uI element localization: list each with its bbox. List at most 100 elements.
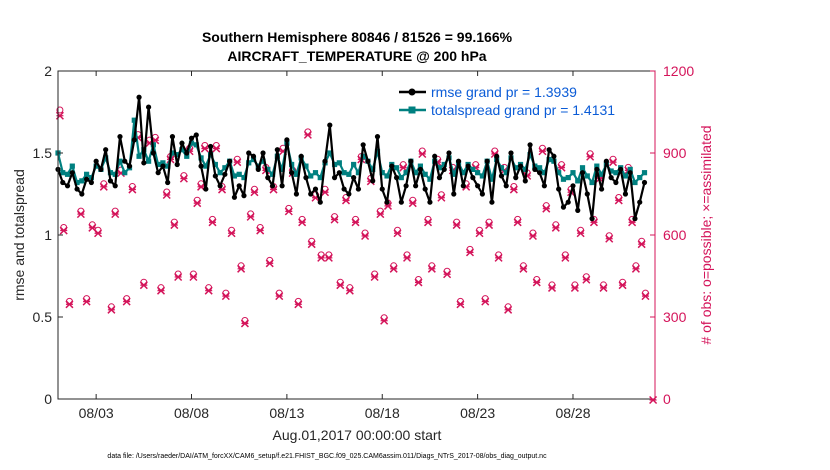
- rmse-point: [274, 147, 280, 153]
- obs-assimilated-marker: [193, 199, 202, 208]
- totalspread-point: [393, 165, 400, 171]
- rmse-point: [155, 170, 161, 176]
- totalspread-point: [546, 156, 552, 163]
- rmse-point: [322, 158, 328, 164]
- totalspread-point: [417, 163, 423, 169]
- rmse-point: [498, 173, 505, 179]
- rmse-point: [303, 175, 309, 181]
- totalspread-point: [246, 160, 252, 166]
- rmse-point: [169, 134, 176, 140]
- obs-assimilated-marker: [221, 292, 230, 301]
- rmse-point: [317, 199, 323, 205]
- x-tick-label: 08/03: [79, 405, 114, 421]
- totalspread-point: [575, 178, 581, 184]
- obs-assimilated-marker: [208, 218, 217, 227]
- rmse-point: [284, 137, 290, 143]
- rmse-point: [88, 179, 94, 186]
- y-tick-label: 0.5: [33, 309, 53, 325]
- rmse-point: [618, 166, 624, 172]
- obs-assimilated-marker: [403, 253, 412, 262]
- totalspread-point: [598, 171, 605, 177]
- obs-assimilated-marker: [307, 240, 316, 249]
- rmse-point: [74, 186, 80, 192]
- rmse-point: [374, 134, 381, 140]
- totalspread-point: [212, 161, 218, 168]
- rmse-point: [565, 199, 571, 205]
- totalspread-point: [641, 170, 648, 176]
- rmse-point: [398, 199, 404, 205]
- rmse-point: [351, 175, 357, 181]
- rmse-point: [403, 183, 409, 189]
- rmse-point: [122, 158, 128, 164]
- obs-assimilated-marker: [504, 305, 513, 314]
- totalspread-point: [107, 170, 114, 176]
- legend-marker-rmse: [408, 88, 416, 96]
- rmse-point: [203, 186, 209, 192]
- totalspread-point: [303, 163, 309, 169]
- rmse-point: [489, 199, 495, 205]
- obs-assimilated-marker: [586, 152, 595, 161]
- obs-assimilated-marker: [641, 292, 650, 301]
- rmse-point: [455, 158, 462, 164]
- obs-assimilated-marker: [330, 215, 339, 224]
- obs-assimilated-marker: [631, 264, 640, 273]
- y-axis-ticks: 0 0.5 1 1.5 2: [33, 63, 63, 407]
- obs-assimilated-marker: [423, 218, 433, 227]
- rmse-point: [289, 170, 295, 176]
- totalspread-point: [269, 171, 276, 177]
- rmse-point: [541, 183, 547, 189]
- obs-assimilated-marker: [170, 221, 179, 230]
- rmse-point: [494, 153, 500, 159]
- obs-assimilated-marker: [189, 272, 198, 282]
- totalspread-point: [174, 152, 180, 158]
- data-file-footer: data file: /Users/raeder/DAI/ATM_forcXX/…: [107, 453, 547, 460]
- rmse-point: [279, 183, 285, 189]
- obs-assimilated-marker: [250, 188, 259, 197]
- rmse-point: [603, 158, 609, 164]
- rmse-point: [179, 140, 185, 146]
- totalspread-point: [231, 173, 238, 179]
- totalspread-point: [217, 170, 223, 176]
- rmse-point: [112, 183, 118, 189]
- rmse-point: [556, 186, 562, 192]
- totalspread-point: [265, 166, 271, 172]
- series-lines: [55, 94, 648, 222]
- rmse-point: [384, 199, 390, 205]
- obs-assimilated-marker: [519, 264, 528, 273]
- obs-assimilated-marker: [609, 158, 618, 167]
- obs-assimilated-marker: [475, 229, 484, 238]
- obs-assimilated-marker: [76, 210, 85, 219]
- totalspread-point: [308, 173, 314, 179]
- rmse-point: [174, 161, 180, 168]
- totalspread-point: [331, 161, 338, 168]
- rmse-point: [527, 142, 533, 148]
- obs-assimilated-marker: [380, 316, 389, 325]
- totalspread-point: [64, 171, 71, 177]
- obs-assimilated-marker: [513, 218, 522, 227]
- totalspread-point: [160, 160, 166, 166]
- obs-assimilated-marker: [494, 253, 503, 262]
- totalspread-point: [188, 140, 195, 146]
- rmse-point: [379, 186, 385, 192]
- obs-assimilated-marker: [237, 264, 246, 273]
- y2-tick-label: 900: [663, 145, 687, 161]
- totalspread-point: [627, 166, 633, 172]
- totalspread-point: [203, 163, 209, 169]
- rmse-point: [250, 153, 257, 159]
- rmse-point: [598, 186, 605, 192]
- plot-area: [58, 71, 655, 399]
- rmse-point: [360, 142, 366, 148]
- obs-assimilated-marker: [561, 253, 570, 262]
- totalspread-point: [131, 117, 137, 123]
- totalspread-point: [327, 150, 333, 156]
- x-tick-label: 08/28: [555, 405, 590, 421]
- totalspread-point: [579, 165, 586, 171]
- rmse-series-line: [56, 96, 646, 220]
- obs-assimilated-marker: [122, 297, 131, 306]
- obs-assimilated-marker: [437, 193, 446, 202]
- rmse-point: [293, 191, 300, 197]
- totalspread-point: [184, 153, 190, 159]
- rmse-point: [298, 153, 304, 159]
- obs-assimilated-marker: [456, 300, 465, 309]
